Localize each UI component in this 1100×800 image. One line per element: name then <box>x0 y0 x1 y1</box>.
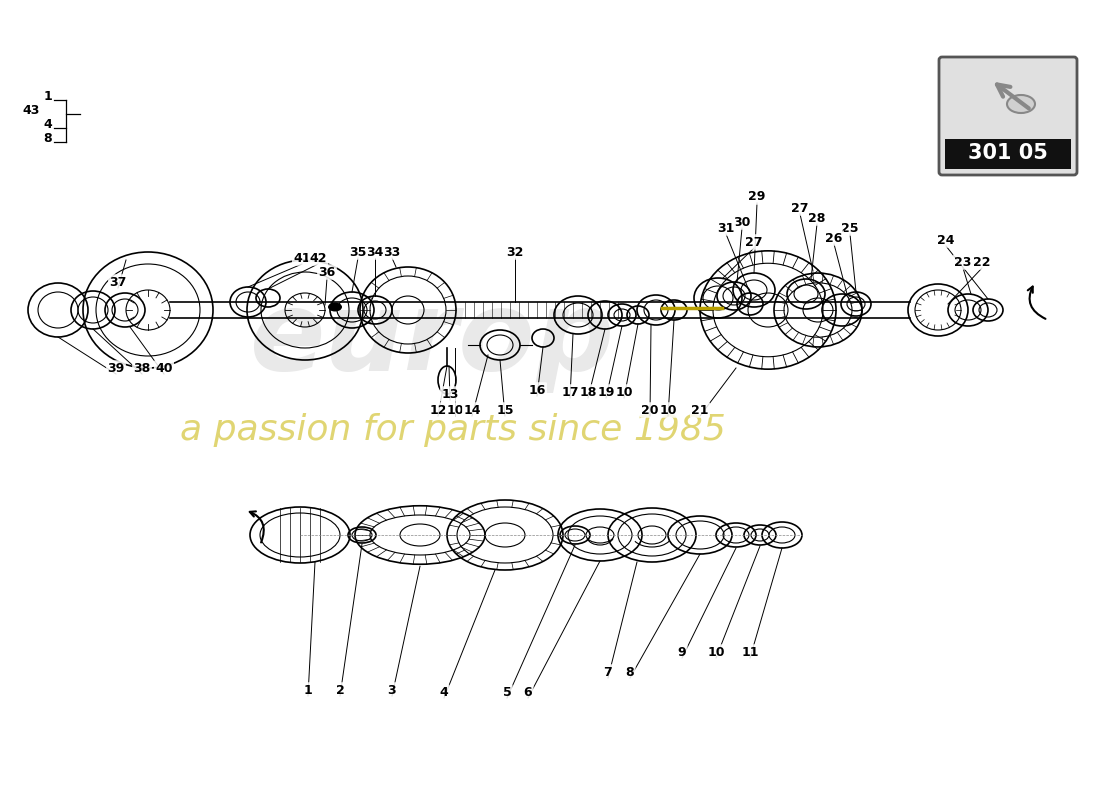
Text: 30: 30 <box>734 215 750 229</box>
Text: 4: 4 <box>43 118 52 131</box>
Text: 8: 8 <box>626 666 635 678</box>
Text: 25: 25 <box>842 222 859 234</box>
Text: 10: 10 <box>447 403 464 417</box>
FancyBboxPatch shape <box>939 57 1077 175</box>
Text: 4: 4 <box>440 686 449 698</box>
Text: 24: 24 <box>937 234 955 246</box>
Text: 22: 22 <box>974 255 991 269</box>
Text: 13: 13 <box>441 387 459 401</box>
Text: 3: 3 <box>387 683 396 697</box>
Text: 1: 1 <box>43 90 52 103</box>
Text: 10: 10 <box>615 386 632 398</box>
Text: 27: 27 <box>791 202 808 214</box>
Text: 43: 43 <box>23 104 40 117</box>
Text: 17: 17 <box>561 386 579 398</box>
Text: 18: 18 <box>580 386 596 398</box>
Text: 15: 15 <box>496 403 514 417</box>
Text: europ: europ <box>250 286 615 393</box>
Text: 2: 2 <box>336 683 344 697</box>
Text: 37: 37 <box>109 275 126 289</box>
Text: 33: 33 <box>384 246 400 258</box>
Text: 14: 14 <box>463 403 481 417</box>
Text: 21: 21 <box>691 403 708 417</box>
Ellipse shape <box>328 302 342 311</box>
Text: 26: 26 <box>825 231 843 245</box>
Text: 40: 40 <box>155 362 173 374</box>
Text: 23: 23 <box>955 255 971 269</box>
Text: 10: 10 <box>659 403 676 417</box>
Text: 16: 16 <box>528 383 546 397</box>
Text: 36: 36 <box>318 266 336 278</box>
Text: 12: 12 <box>429 403 447 417</box>
Text: 38: 38 <box>133 362 151 374</box>
Text: 35: 35 <box>350 246 366 258</box>
Text: 27: 27 <box>746 235 762 249</box>
Text: 6: 6 <box>524 686 532 698</box>
Text: 5: 5 <box>503 686 512 698</box>
Text: 20: 20 <box>641 403 659 417</box>
Text: 28: 28 <box>808 211 826 225</box>
Text: 10: 10 <box>707 646 725 658</box>
Text: 301 05: 301 05 <box>968 143 1048 163</box>
Text: 8: 8 <box>43 132 52 145</box>
Text: 9: 9 <box>678 646 686 658</box>
Text: 1: 1 <box>304 683 312 697</box>
Text: 42: 42 <box>309 251 327 265</box>
Text: 32: 32 <box>506 246 524 258</box>
Bar <box>945 139 1071 169</box>
Text: 39: 39 <box>108 362 124 374</box>
Text: a passion for parts since 1985: a passion for parts since 1985 <box>180 413 726 447</box>
Text: 7: 7 <box>604 666 613 678</box>
Text: 31: 31 <box>717 222 735 234</box>
Text: 11: 11 <box>741 646 759 658</box>
Ellipse shape <box>1006 95 1035 113</box>
Text: 34: 34 <box>366 246 384 258</box>
Text: 29: 29 <box>748 190 766 203</box>
Text: 19: 19 <box>597 386 615 398</box>
Text: 41: 41 <box>294 251 310 265</box>
